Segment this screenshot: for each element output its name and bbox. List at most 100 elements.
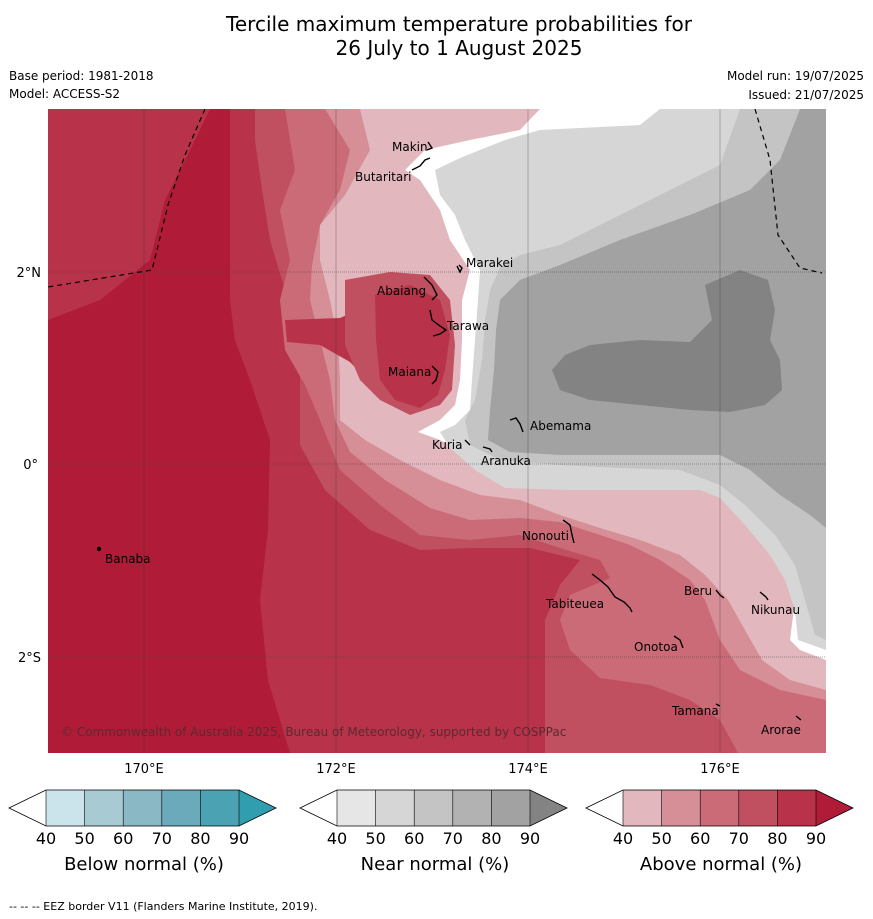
axis-labels: 2°N 0° 2°S 170°E 172°E 174°E 176°E <box>17 266 740 777</box>
colorbar-extend-low <box>300 790 337 826</box>
label-marakei: Marakei <box>466 256 513 270</box>
eez-border <box>48 109 823 288</box>
colorbar-tick-label: 60 <box>690 829 710 848</box>
lat-label-2s: 2°S <box>18 651 41 666</box>
label-banaba: Banaba <box>105 552 151 566</box>
lon-label-172e: 172°E <box>316 762 356 777</box>
probability-map: Makin Butaritari Marakei Abaiang Tarawa … <box>17 109 826 777</box>
band-near-70 <box>488 109 826 528</box>
label-abemama: Abemama <box>530 419 591 433</box>
colorbar-below-title: Below normal (%) <box>64 854 224 875</box>
colorbar-segment <box>123 790 162 826</box>
colorbar-tick-label: 70 <box>152 829 172 848</box>
island-butaritari <box>411 157 431 171</box>
title-line-2: 26 July to 1 August 2025 <box>335 36 583 60</box>
colorbar-segment <box>375 790 415 826</box>
island-abemama <box>509 417 524 433</box>
colorbar-tick-label: 80 <box>767 829 787 848</box>
colorbar-extend-low <box>586 790 623 826</box>
band-near-80 <box>552 270 782 412</box>
label-tarawa: Tarawa <box>446 319 489 333</box>
colorbar-extend-low <box>9 790 46 826</box>
label-makin: Makin <box>392 140 428 154</box>
label-butaritari: Butaritari <box>355 170 412 184</box>
title-line-1: Tercile maximum temperature probabilitie… <box>226 12 692 36</box>
label-arorae: Arorae <box>761 723 801 737</box>
colorbar-above-title: Above normal (%) <box>639 854 803 875</box>
label-beru: Beru <box>684 584 712 598</box>
chart-title: Tercile maximum temperature probabilitie… <box>0 12 873 60</box>
colorbar-segment <box>414 790 453 826</box>
label-nikunau: Nikunau <box>751 603 800 617</box>
colorbar-segment <box>84 790 124 826</box>
place-labels: Makin Butaritari Marakei Abaiang Tarawa … <box>105 140 801 737</box>
colorbar-tick-label: 90 <box>806 829 826 848</box>
colorbar-tick-label: 60 <box>404 829 424 848</box>
label-onotoa: Onotoa <box>634 640 678 654</box>
model-name: Model: ACCESS-S2 <box>9 87 121 101</box>
meridians <box>143 109 721 753</box>
island-makin <box>426 141 434 151</box>
colorbar-tick-label: 90 <box>520 829 540 848</box>
label-tabiteuea: Tabiteuea <box>545 597 604 611</box>
colorbar-below: 40 50 60 70 80 90 <box>8 789 277 848</box>
model-run: Model run: 19/07/2025 <box>726 69 864 83</box>
island-abaiang <box>423 276 438 301</box>
colorbar-segment <box>161 790 201 826</box>
lat-label-2n: 2°N <box>17 266 42 281</box>
label-nonouti: Nonouti <box>522 529 569 543</box>
colorbar-segment <box>491 790 530 826</box>
island-aranuka <box>482 446 493 453</box>
island-maiana <box>431 365 439 385</box>
colorbar-segment <box>623 790 662 826</box>
island-tabiteuea <box>591 573 633 613</box>
gridlines <box>48 271 826 658</box>
islands <box>96 141 802 721</box>
colorbar-segment <box>46 790 85 826</box>
island-kuria <box>464 439 471 446</box>
lon-label-176e: 176°E <box>700 762 740 777</box>
lon-label-170e: 170°E <box>124 762 164 777</box>
colorbar-tick-label: 50 <box>365 829 385 848</box>
colorbar-segment <box>661 790 701 826</box>
colorbar-segment <box>777 790 816 826</box>
label-kuria: Kuria <box>432 438 463 452</box>
colorbar-tick-label: 40 <box>613 829 633 848</box>
colorbar-tick-label: 40 <box>327 829 347 848</box>
lon-label-174e: 174°E <box>508 762 548 777</box>
colorbar-segment <box>738 790 778 826</box>
island-tarawa <box>429 309 448 337</box>
island-marakei <box>456 264 463 274</box>
colorbar-tick-label: 90 <box>229 829 249 848</box>
colorbar-tick-label: 40 <box>36 829 56 848</box>
map-fill: Makin Butaritari Marakei Abaiang Tarawa … <box>48 109 826 753</box>
island-arorae <box>795 715 802 721</box>
colorbar-tick-label: 80 <box>190 829 210 848</box>
colorbar-tick-label: 50 <box>651 829 671 848</box>
colorbar-segment <box>337 790 376 826</box>
colorbar-segment <box>200 790 239 826</box>
base-period: Base period: 1981-2018 <box>9 69 154 83</box>
island-banaba <box>96 546 102 552</box>
colorbar-extend-high <box>239 790 276 826</box>
colorbar-tick-label: 80 <box>481 829 501 848</box>
colorbar-tick-label: 50 <box>74 829 94 848</box>
island-nikunau <box>759 591 769 601</box>
colorbar-near: 40 50 60 70 80 90 <box>299 789 568 848</box>
island-nonouti <box>562 519 575 544</box>
colorbar-tick-label: 60 <box>113 829 133 848</box>
copyright-text: © Commonwealth of Australia 2025, Bureau… <box>61 725 566 739</box>
lat-label-0: 0° <box>23 458 38 473</box>
colorbar-tick-label: 70 <box>443 829 463 848</box>
colorbar-extend-high <box>530 790 567 826</box>
island-beru <box>715 589 725 599</box>
island-tamana <box>715 703 721 707</box>
label-tamana: Tamana <box>671 704 719 718</box>
issued-date: Issued: 21/07/2025 <box>748 88 864 102</box>
colorbar-extend-high <box>816 790 853 826</box>
colorbar-segment <box>700 790 739 826</box>
colorbar-near-title: Near normal (%) <box>360 854 510 875</box>
colorbar-tick-label: 70 <box>729 829 749 848</box>
label-maiana: Maiana <box>388 365 431 379</box>
footnote: -- -- -- EEZ border V11 (Flanders Marine… <box>9 900 318 913</box>
